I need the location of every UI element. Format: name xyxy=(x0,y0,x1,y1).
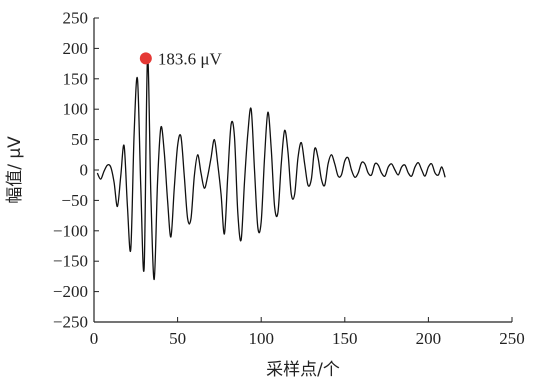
x-tick-label: 50 xyxy=(169,329,186,348)
y-tick-label: 200 xyxy=(63,39,89,58)
y-tick-label: 50 xyxy=(71,130,88,149)
peak-marker xyxy=(139,52,152,65)
x-tick-label: 100 xyxy=(248,329,274,348)
y-axis-ticks: 250 200 150 100 50 0 −50 −100 −150 −200 −250 xyxy=(53,9,99,332)
y-tick-label: −200 xyxy=(53,282,88,301)
axes xyxy=(93,18,512,323)
x-tick-label: 200 xyxy=(416,329,442,348)
x-tick-label: 150 xyxy=(332,329,358,348)
waveform-line xyxy=(96,57,446,281)
y-tick-label: −50 xyxy=(61,191,88,210)
y-tick-label: 100 xyxy=(63,100,89,119)
y-tick-label: 250 xyxy=(63,9,89,28)
y-tick-label: −100 xyxy=(53,221,88,240)
y-tick-label: −250 xyxy=(53,313,88,332)
peak-annotation-label: 183.6 μV xyxy=(158,49,223,68)
x-tick-label: 250 xyxy=(499,329,525,348)
y-axis-title: 幅值/ μV xyxy=(5,136,25,204)
y-tick-label: 150 xyxy=(63,69,89,88)
y-tick-label: 0 xyxy=(80,161,89,180)
x-axis-title: 采样点/个 xyxy=(266,360,340,380)
x-tick-label: 0 xyxy=(90,329,99,348)
y-tick-label: −150 xyxy=(53,252,88,271)
x-axis-ticks: 0 50 100 150 200 250 xyxy=(90,317,525,348)
